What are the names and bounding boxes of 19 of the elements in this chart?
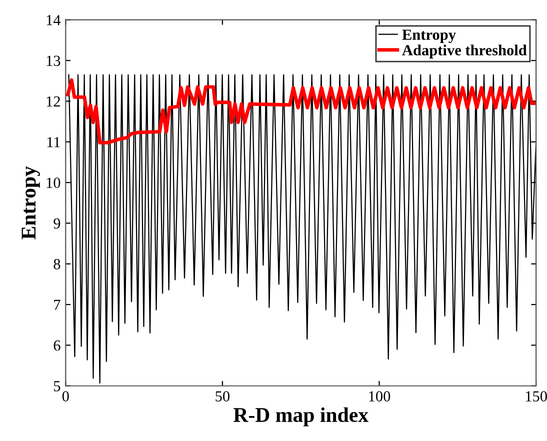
- line-series: [66, 78, 536, 144]
- x-tick-label: 150: [526, 391, 547, 402]
- x-tick-label: 100: [369, 391, 390, 402]
- y-tick-label: 5: [54, 381, 60, 392]
- y-tick-label: 14: [46, 15, 61, 26]
- y-tick-label: 8: [54, 259, 60, 270]
- y-axis-title: Entropy: [22, 166, 40, 240]
- x-tick-label: 0: [62, 391, 69, 402]
- x-axis-title: R-D map index: [233, 407, 368, 426]
- y-tick-label: 12: [46, 96, 60, 106]
- legend-label: Entropy: [402, 30, 456, 44]
- legend-label: Adaptive threshold: [402, 44, 527, 58]
- y-tick-label: 11: [47, 137, 60, 148]
- y-tick-label: 7: [54, 300, 60, 310]
- y-tick-label: 6: [54, 340, 60, 351]
- x-tick-label: 50: [216, 391, 230, 402]
- y-tick-label: 9: [54, 218, 60, 229]
- y-tick-label: 10: [46, 178, 60, 188]
- y-tick-label: 13: [46, 56, 60, 66]
